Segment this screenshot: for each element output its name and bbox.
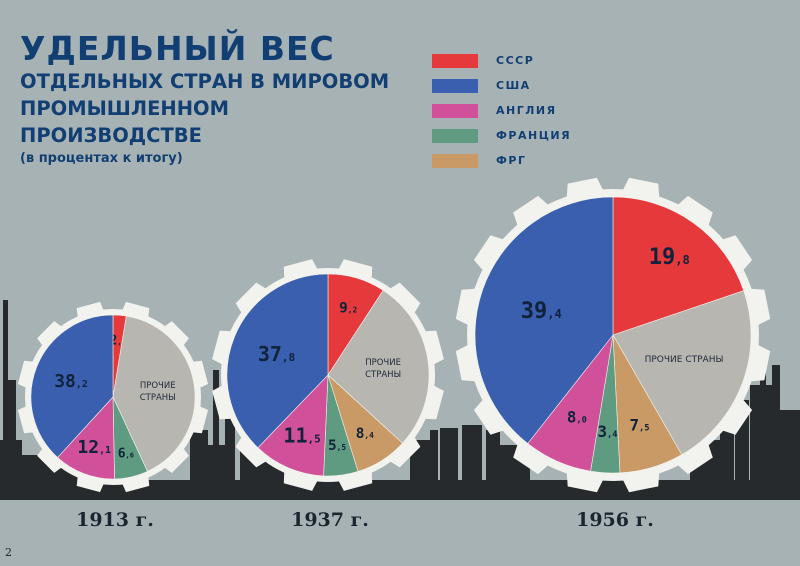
pie-slice-other [612,290,752,456]
pie-slice-usa [474,196,614,444]
slice-label-england: 11,5 [283,423,320,447]
legend-swatch-usa [432,78,478,93]
pie-slice-usa [30,314,114,458]
pie-chart-1937: 9,2 ПРОЧИЕ СТРАНЫ 8,4 5,5 11,5 37,8 1937 г. [212,259,444,531]
year-label: 1913 г. [76,509,154,531]
legend-item-frg: ФРГ [432,148,571,173]
pie-slice-england [257,374,329,477]
slice-label-ussr: 19,8 [649,245,690,270]
year-label: 1937 г. [291,509,369,531]
pie-slice-other [327,289,430,444]
legend-item-usa: США [432,73,571,98]
slice-label-other: ПРОЧИЕ СТРАНЫ [140,381,176,403]
legend-label-usa: США [496,79,531,92]
legend-label-ussr: СССР [496,54,535,67]
chart-unit-note: (в процентах к итогу) [20,151,183,166]
slice-label-england: 8,0 [567,408,587,427]
slice-label-usa: 39,4 [521,299,562,324]
skyline-building [225,415,235,500]
legend-label-frg: ФРГ [496,154,527,167]
slice-label-frg: 8,4 [356,426,374,442]
pie-slice-usa [226,273,329,449]
skyline-building [430,430,438,500]
legend-label-england: АНГЛИЯ [496,104,557,117]
slice-label-france: 3,4 [597,422,617,441]
pie-charts: 2,6 ПРОЧИЕ СТРАНЫ 6,6 12,1 38,2 1913 г. 9,2 ПРОЧ… [17,177,771,531]
legend-swatch-france [432,128,478,143]
slice-label-ussr: 9,2 [339,300,357,316]
legend-item-france: ФРАНЦИЯ [432,123,571,148]
skyline-building [780,410,800,500]
slice-label-other: ПРОЧИЕ СТРАНЫ [645,355,724,365]
legend-label-france: ФРАНЦИЯ [496,129,572,142]
slice-label-france: 6,6 [118,447,134,462]
year-label: 1956 г. [576,509,654,531]
slice-label-france: 5,5 [328,438,346,454]
legend-swatch-england [432,103,478,118]
skyline-chimney [213,370,219,480]
skyline-building [8,380,16,440]
skyline-chimney [3,300,8,480]
pie-slice-other [112,315,196,472]
title-block: УДЕЛЬНЫЙ ВЕС ОТДЕЛЬНЫХ СТРАН В МИРОВОМ П… [20,29,420,167]
legend-item-england: АНГЛИЯ [432,98,571,123]
slice-label-england: 12,1 [77,437,111,458]
pie-chart-1956: 19,8 ПРОЧИЕ СТРАНЫ 7,5 3,4 8,0 39,4 1956 г. [455,177,771,531]
pie-slice-england [57,396,115,480]
pie-slice-ussr [612,196,745,336]
skyline-chimney [760,360,766,500]
legend-swatch-frg [432,153,478,168]
chart-subtitle-line-2: ПРОМЫШЛЕННОМ [20,97,230,120]
legend-item-ussr: СССР [432,48,571,73]
page-number: 2 [5,546,12,559]
legend: СССР США АНГЛИЯ ФРАНЦИЯ ФРГ [432,48,571,173]
skyline-building [772,365,780,500]
legend-swatch-ussr [432,53,478,68]
slice-label-frg: 7,5 [629,416,649,435]
slice-label-usa: 37,8 [258,342,295,366]
slice-label-ussr: 2,6 [110,333,126,348]
slice-label-usa: 38,2 [54,371,88,392]
slice-label-other: ПРОЧИЕ СТРАНЫ [365,358,401,380]
pie-chart-1913: 2,6 ПРОЧИЕ СТРАНЫ 6,6 12,1 38,2 1913 г. [17,301,209,531]
chart-subtitle-line-3: ПРОИЗВОДСТВЕ [20,124,202,147]
chart-title: УДЕЛЬНЫЙ ВЕС [20,29,335,68]
chart-subtitle-line-1: ОТДЕЛЬНЫХ СТРАН В МИРОВОМ [20,70,390,93]
